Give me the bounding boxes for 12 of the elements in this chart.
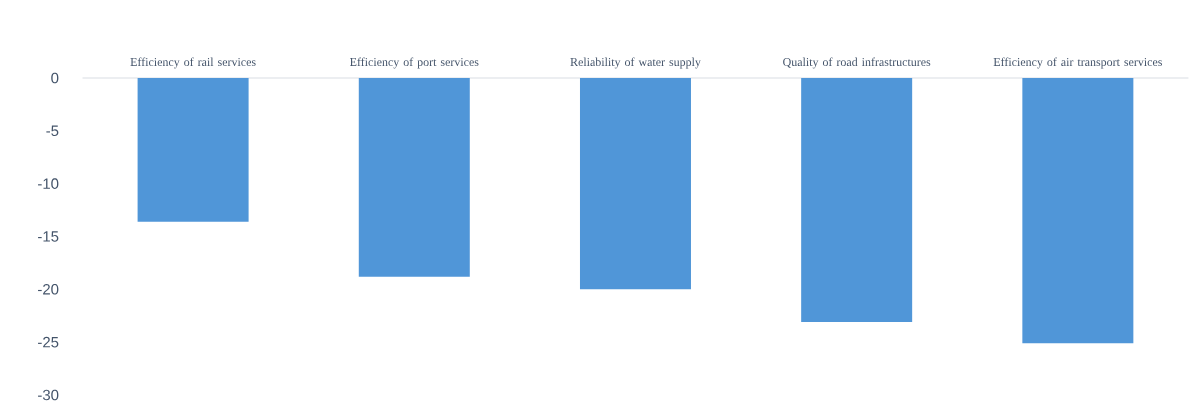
y-tick-label: -20 [38, 284, 59, 295]
x-tick-label: Reliability of water supply [570, 57, 701, 69]
y-tick-label: -5 [46, 125, 59, 137]
x-tick-label: Efficiency of port services [350, 57, 479, 69]
x-tick-label: Efficiency of air transport services [993, 57, 1162, 69]
x-tick-label: Efficiency of rail services [130, 57, 256, 69]
y-tick-label: -10 [38, 178, 59, 189]
y-tick-label: 0 [51, 72, 59, 84]
y-tick-label: -25 [38, 336, 59, 348]
y-tick-label: -30 [38, 389, 59, 401]
y-tick-label: -15 [38, 231, 59, 242]
x-tick-label: Quality of road infrastructures [783, 57, 931, 69]
